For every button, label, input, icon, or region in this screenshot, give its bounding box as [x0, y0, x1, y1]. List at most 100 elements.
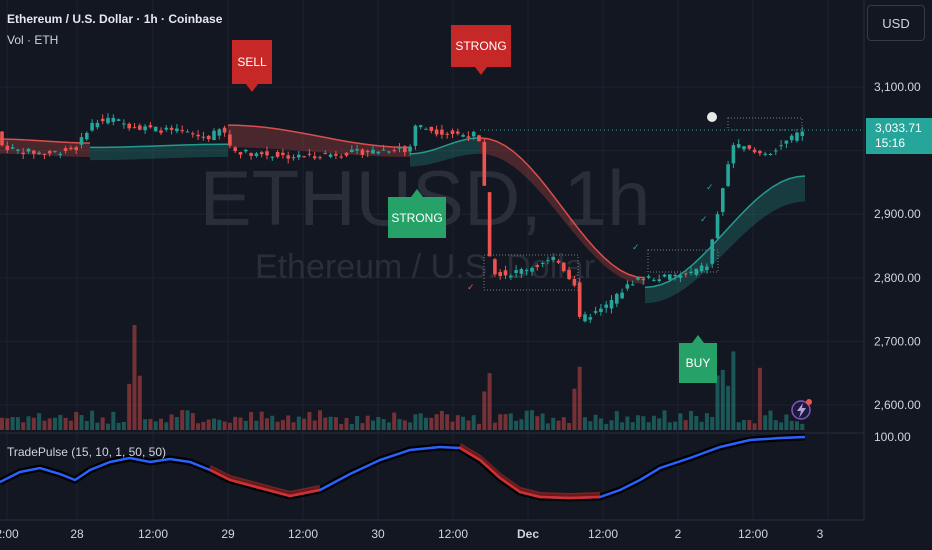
candle-body: [673, 275, 677, 277]
volume-bar: [503, 414, 508, 430]
price-tick-label: 2,700.00: [874, 334, 921, 348]
symbol-title: Ethereum / U.S. Dollar · 1h · Coinbase: [7, 12, 223, 26]
candle-body: [434, 129, 439, 135]
candle-body: [259, 152, 264, 155]
candle-body: [69, 147, 73, 150]
volume-bar: [201, 421, 206, 430]
candle-body: [652, 279, 656, 281]
candle-body: [281, 152, 285, 156]
volume-bar: [540, 413, 545, 430]
candle-body: [758, 150, 762, 154]
candle-body: [456, 131, 460, 134]
volume-bar: [689, 410, 693, 430]
volume-bar: [233, 416, 238, 430]
candle-body: [779, 145, 783, 147]
candle-body: [763, 153, 767, 155]
candle-body: [535, 265, 540, 267]
pulse-line: [0, 435, 806, 500]
volume-bar: [667, 422, 672, 430]
volume-bar: [21, 422, 26, 430]
time-tick-label: Dec: [517, 527, 539, 541]
volume-bar: [169, 414, 174, 430]
volume-bar: [641, 416, 646, 430]
volume-bar: [736, 422, 741, 430]
volume-bar: [720, 369, 725, 430]
candle-body: [774, 150, 778, 152]
volume-bar: [90, 410, 95, 430]
check-mark: ✓: [700, 214, 708, 224]
volume-bar: [318, 410, 322, 430]
candle-body: [233, 147, 237, 152]
volume-bar: [137, 375, 142, 430]
candle-body: [58, 153, 63, 155]
candle-body: [127, 123, 131, 129]
volume-bar: [265, 418, 269, 430]
volume-bar: [222, 421, 227, 430]
candle-body: [800, 131, 805, 136]
volume-bar: [742, 419, 746, 430]
candle-body: [752, 149, 757, 153]
candle-body: [699, 265, 704, 272]
volume-bar: [323, 417, 328, 430]
volume-bar: [312, 420, 317, 430]
watermark-name: Ethereum / U.S. Dollar: [255, 248, 595, 286]
candle-body: [286, 155, 290, 159]
currency-button[interactable]: USD: [867, 5, 925, 41]
candle-body: [37, 152, 41, 155]
candle-body: [641, 279, 646, 281]
lightning-bolt-icon: [797, 403, 806, 418]
volume-bar: [392, 412, 397, 430]
candle-body: [487, 192, 492, 257]
candle-body: [583, 314, 587, 322]
candle-body: [514, 270, 518, 273]
candle-body: [106, 117, 110, 124]
bar-countdown: 15:16: [875, 136, 906, 150]
candle-body: [42, 153, 47, 155]
candle-body: [217, 129, 222, 136]
volume-bar: [588, 421, 593, 430]
volume-bar: [227, 422, 232, 430]
volume-bar: [683, 420, 688, 430]
candle-body: [551, 256, 555, 260]
candle-body: [318, 157, 322, 159]
volume-bar: [42, 420, 47, 430]
candle-body: [365, 150, 370, 153]
candle-body: [95, 122, 100, 128]
candle-body: [79, 137, 84, 145]
volume-bar: [625, 416, 630, 430]
volume-bar: [699, 421, 704, 430]
volume-bar: [153, 421, 158, 430]
volume-bar: [620, 422, 625, 430]
candle-body: [63, 148, 68, 152]
volume-bar: [455, 415, 460, 430]
volume-bar: [445, 414, 450, 430]
time-tick-label: 12:00: [138, 527, 168, 541]
volume-bar: [800, 423, 805, 430]
volume-bar: [450, 421, 455, 430]
volume-bar: [795, 421, 799, 430]
volume-bar: [402, 420, 407, 430]
candle-body: [164, 127, 169, 130]
range-box: [727, 117, 803, 131]
volume-bar: [386, 422, 391, 430]
candle-body: [429, 126, 434, 131]
volume-bar: [763, 415, 768, 430]
volume-bar: [726, 385, 731, 430]
candle-body: [21, 152, 25, 155]
candle-body: [498, 272, 502, 277]
trend-ribbon: [410, 137, 480, 167]
candle-body: [180, 130, 184, 132]
volume-bar: [646, 422, 651, 430]
volume-bar: [185, 410, 190, 430]
candle-body: [355, 149, 359, 151]
candle-body: [567, 270, 571, 280]
trend-ribbon: [480, 137, 645, 285]
candle-body: [116, 119, 121, 121]
candle-body: [148, 125, 153, 128]
candle-body: [32, 150, 36, 154]
candle-body: [530, 267, 534, 272]
volume-bar: [752, 423, 757, 430]
volume-bar: [519, 419, 524, 430]
volume-bar: [413, 414, 418, 430]
